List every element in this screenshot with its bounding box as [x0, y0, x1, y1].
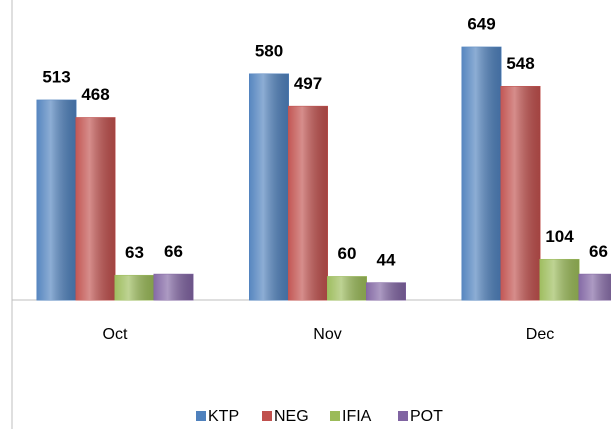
bar	[327, 276, 367, 301]
data-label: 44	[377, 250, 396, 269]
data-label: 497	[294, 74, 322, 93]
bar	[539, 258, 580, 301]
x-tick-label: Oct	[103, 326, 128, 343]
bar	[36, 99, 77, 301]
bar	[153, 273, 194, 301]
legend-swatch	[398, 411, 408, 421]
legend-label: NEG	[274, 408, 309, 425]
x-tick-label: Dec	[526, 326, 554, 343]
data-label: 63	[125, 243, 144, 262]
data-label: 548	[506, 54, 534, 73]
data-label: 513	[42, 68, 70, 87]
legend-label: POT	[410, 408, 443, 425]
x-tick-label: Nov	[313, 326, 341, 343]
data-label: 468	[81, 85, 109, 104]
data-label: 649	[467, 15, 495, 34]
data-label: 580	[255, 42, 283, 61]
bar	[75, 117, 116, 301]
bar	[578, 273, 611, 301]
legend-swatch	[196, 411, 206, 421]
bar	[288, 105, 328, 301]
legend-swatch	[330, 411, 340, 421]
bar	[249, 73, 289, 301]
bar	[500, 85, 541, 301]
legend-label: IFIA	[342, 408, 372, 425]
legend-label: KTP	[208, 408, 239, 425]
legend-swatch	[262, 411, 272, 421]
data-label: 66	[589, 242, 608, 261]
bar	[366, 282, 406, 301]
bar	[461, 46, 502, 301]
bar	[114, 274, 155, 301]
data-label: 60	[338, 244, 357, 263]
data-label: 66	[164, 242, 183, 261]
data-label: 104	[545, 227, 574, 246]
